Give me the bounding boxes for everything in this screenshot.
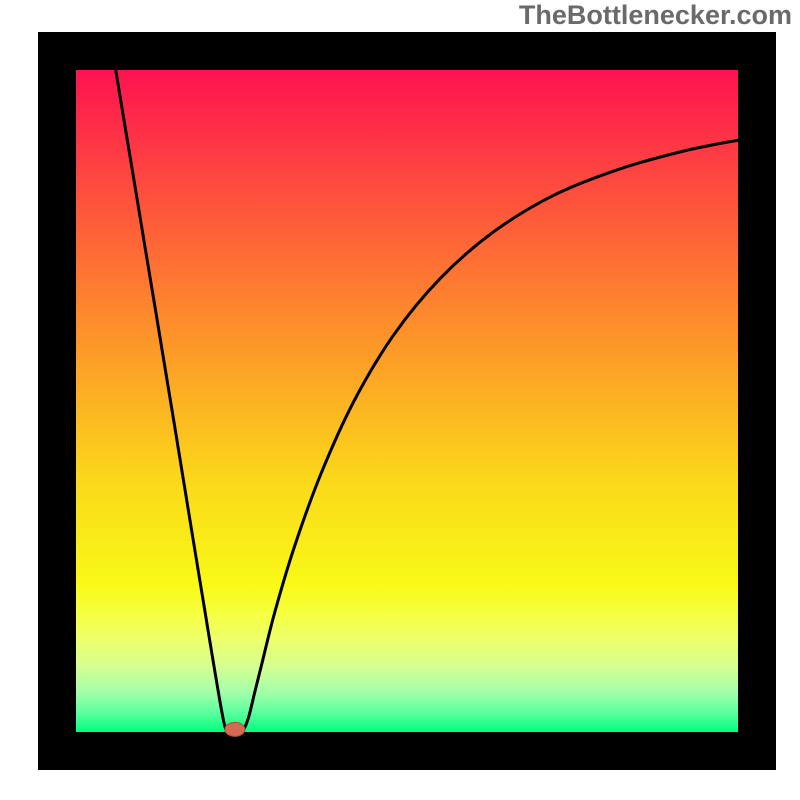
chart-container: TheBottlenecker.com: [0, 0, 800, 800]
watermark-text: TheBottlenecker.com: [519, 0, 792, 31]
bottleneck-chart: [0, 0, 800, 800]
optimal-point-marker: [225, 722, 245, 736]
chart-background: [76, 70, 738, 732]
